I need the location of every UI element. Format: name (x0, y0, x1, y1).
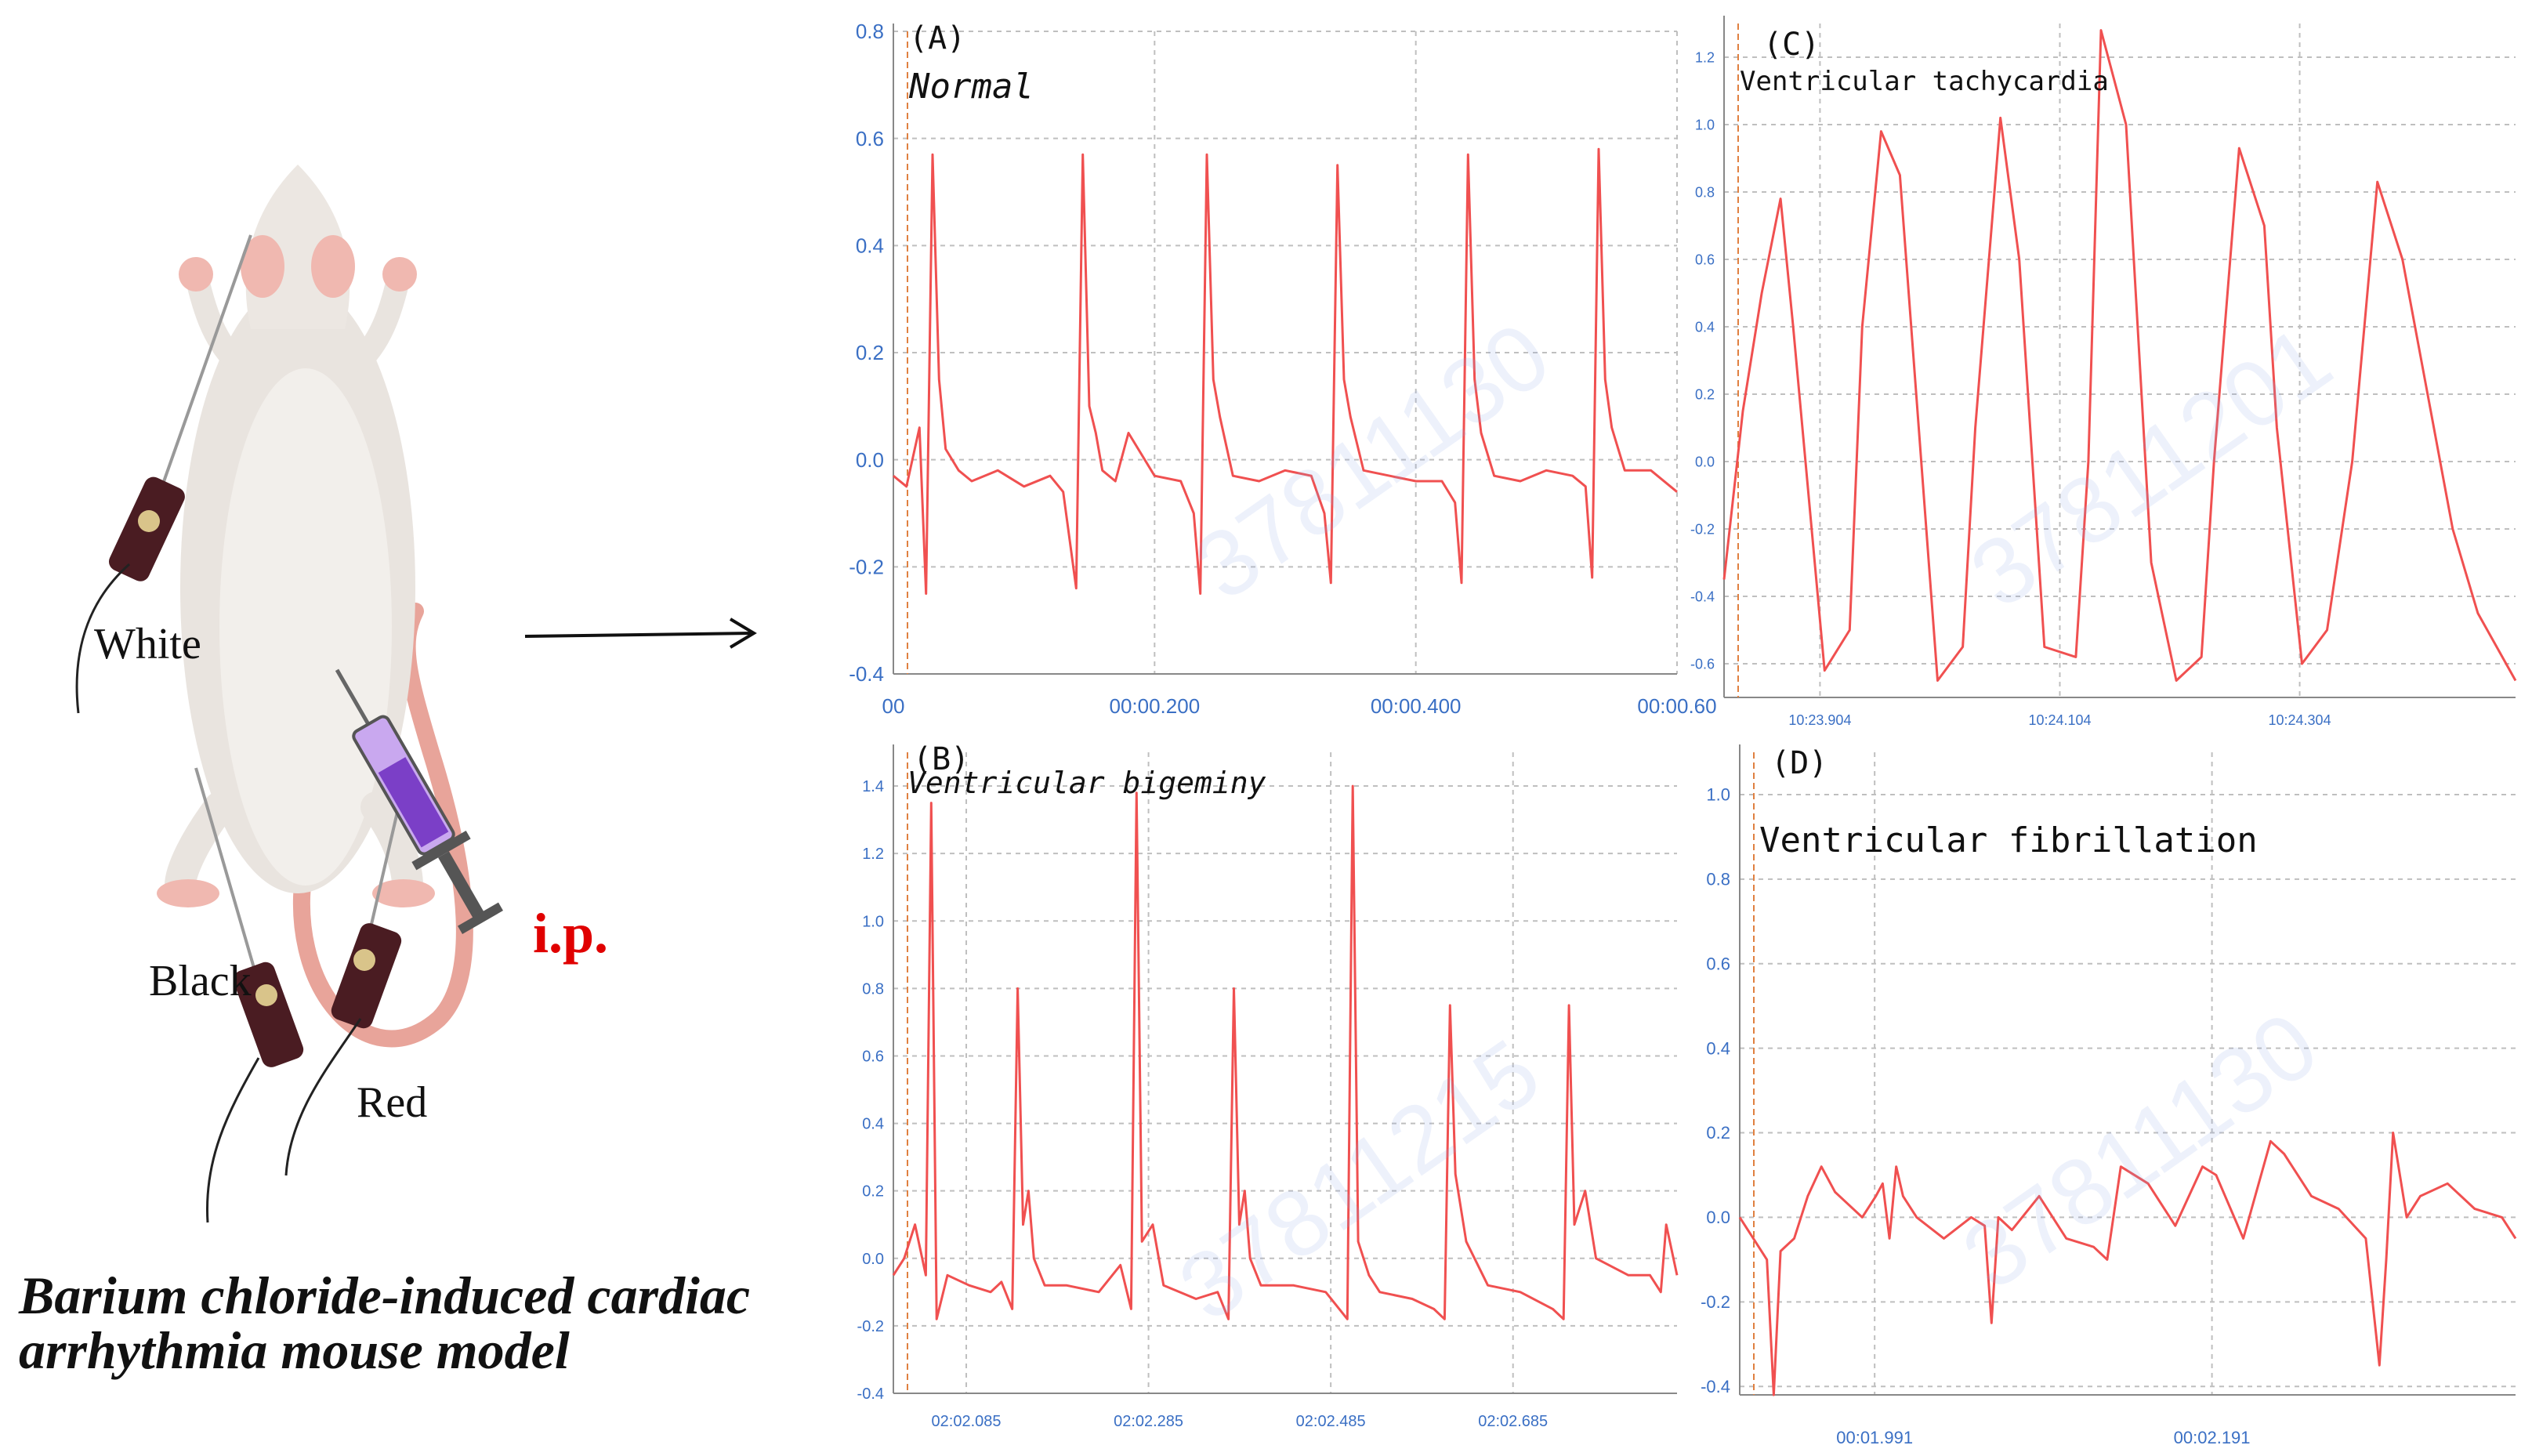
black-electrode-clip (233, 962, 304, 1067)
flow-arrow (524, 618, 757, 649)
y-tick-label: 0.4 (862, 1116, 884, 1133)
x-tick-label: 00:02.191 (2174, 1428, 2251, 1447)
panel-letter: (B) (913, 741, 969, 777)
panel-title: Ventricular fibrillation (1759, 820, 2258, 860)
red-electrode-clip (331, 923, 402, 1029)
ecg-trace (893, 147, 1678, 595)
y-tick-label: 1.2 (862, 846, 884, 863)
panel-letter: (A) (909, 20, 965, 56)
y-tick-label: -0.2 (1701, 1292, 1730, 1312)
mouse-illustration (75, 165, 503, 1223)
x-tick-label: 10:24.304 (2269, 712, 2331, 728)
x-tick-label: 00:00.200 (1109, 694, 1200, 718)
caption-line-2: arrhythmia mouse model (19, 1320, 570, 1380)
y-tick-label: 0.0 (856, 448, 884, 472)
y-tick-label: -0.2 (1690, 521, 1715, 537)
panel-letter: (D) (1771, 745, 1827, 781)
panel-title: Ventricular tachycardia (1740, 66, 2109, 97)
y-tick-label: 0.4 (1695, 319, 1715, 335)
panel-letter: (C) (1763, 27, 1820, 63)
y-tick-label: -0.2 (857, 1318, 884, 1335)
y-tick-label: 0.0 (1706, 1208, 1730, 1227)
y-tick-label: 0.8 (862, 980, 884, 998)
y-tick-label: 1.0 (862, 913, 884, 930)
white-electrode-label: White (94, 620, 201, 668)
x-tick-label: 00:00.400 (1371, 694, 1462, 718)
black-electrode-label: Black (149, 957, 252, 1005)
y-tick-label: 0.0 (1695, 454, 1715, 469)
x-tick-label: 10:23.904 (1788, 712, 1851, 728)
y-tick-label: 0.2 (862, 1183, 884, 1201)
y-tick-label: 1.2 (1695, 49, 1715, 65)
y-tick-label: 1.4 (862, 778, 884, 795)
ecg-trace (1738, 1132, 2517, 1396)
y-tick-label: 0.6 (856, 127, 884, 150)
y-tick-label: -0.4 (849, 662, 884, 686)
y-tick-label: 0.8 (856, 20, 884, 43)
y-tick-label: -0.4 (1690, 589, 1715, 604)
mouse-tail (293, 603, 473, 1048)
x-tick-label: 00:00.60 (1637, 694, 1716, 718)
y-tick-label: -0.4 (857, 1385, 884, 1403)
x-tick-label: 00 (882, 694, 905, 718)
y-tick-label: 0.6 (1695, 252, 1715, 267)
x-tick-label: 02:02.085 (932, 1413, 1002, 1430)
ecg-panel-c: 1.2 1.0 0.8 0.6 0.4 0.2 0.0 -0.2 -0.4 -0.6 10:23.9… (1690, 16, 2517, 728)
ip-injection-label: i.p. (533, 902, 609, 965)
ecg-panel-a: 0.8 0.6 0.4 0.2 0.0 -0.2 -0.4 00 00:00.200 00:00.… (849, 20, 1716, 718)
panel-title: Ventricular bigeminy (907, 766, 1266, 800)
y-tick-label: 0.4 (1706, 1038, 1730, 1058)
x-tick-label: 02:02.285 (1114, 1413, 1183, 1430)
y-tick-label: 0.6 (862, 1048, 884, 1065)
y-tick-label: 0.2 (1706, 1123, 1730, 1143)
y-tick-label: -0.2 (849, 555, 884, 578)
syringe-icon (335, 668, 503, 934)
x-tick-label: 10:24.104 (2028, 712, 2091, 728)
y-tick-label: 1.0 (1706, 785, 1730, 805)
ecg-panel-b: 1.4 1.2 1.0 0.8 0.6 0.4 0.2 0.0 -0.2 -0.4 02:02.08… (857, 741, 1679, 1430)
x-tick-label: 02:02.485 (1296, 1413, 1366, 1430)
y-tick-label: 0.2 (1695, 386, 1715, 402)
y-tick-label: 0.6 (1706, 954, 1730, 973)
ecg-trace (892, 784, 1679, 1320)
ecg-panel-d: 1.0 0.8 0.6 0.4 0.2 0.0 -0.2 -0.4 00:01.991 00:02… (1701, 744, 2517, 1447)
y-tick-label: -0.4 (1701, 1377, 1730, 1396)
y-tick-label: 0.4 (856, 234, 884, 257)
figure-caption: Barium chloride-induced cardiac arrhythm… (19, 1268, 771, 1378)
caption-line-1: Barium chloride-induced cardiac (19, 1266, 751, 1325)
y-tick-label: 0.8 (1706, 870, 1730, 889)
white-electrode-clip (109, 476, 185, 581)
y-tick-label: 0.2 (856, 341, 884, 364)
y-tick-label: -0.6 (1690, 656, 1715, 672)
red-electrode-label: Red (357, 1078, 428, 1127)
y-tick-label: 0.0 (862, 1251, 884, 1268)
ecg-trace (1722, 29, 2517, 682)
x-tick-label: 00:01.991 (1836, 1428, 1913, 1447)
panel-title: Normal (908, 67, 1034, 107)
y-tick-label: 0.8 (1695, 184, 1715, 200)
y-tick-label: 1.0 (1695, 117, 1715, 132)
x-tick-label: 02:02.685 (1478, 1413, 1548, 1430)
